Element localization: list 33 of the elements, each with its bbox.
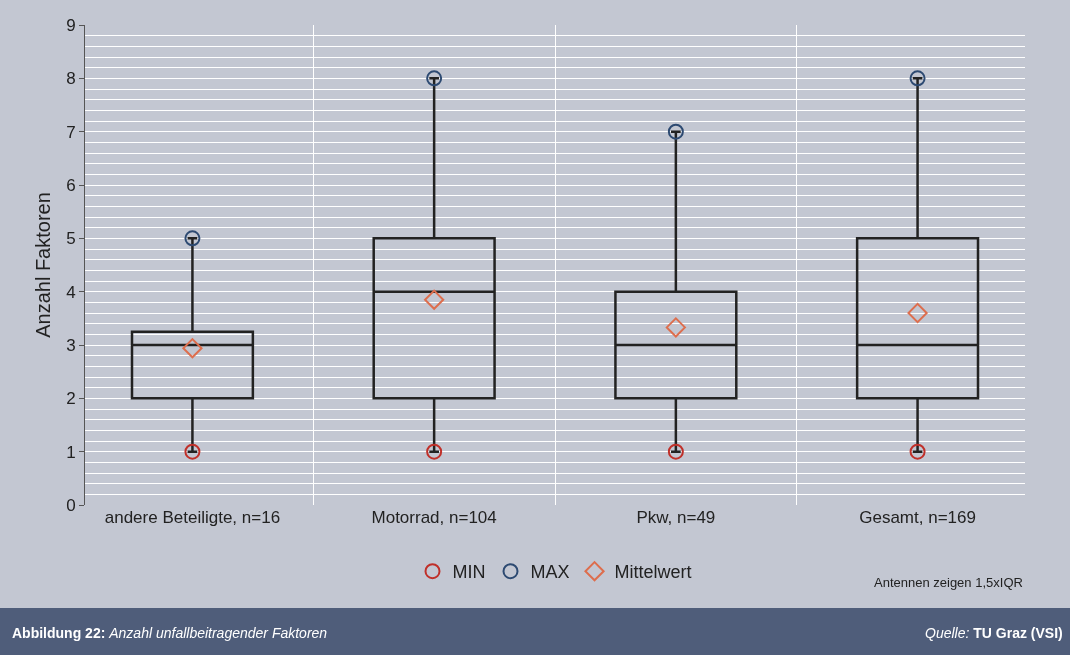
source-note: Quelle: TU Graz (VSI) <box>925 625 1063 641</box>
point <box>182 338 203 359</box>
y-tick-label: 0 <box>66 495 76 515</box>
y-tick-label: 5 <box>66 229 76 249</box>
point <box>424 289 445 310</box>
x-tick-label: Pkw, n=49 <box>636 508 716 527</box>
legend-label: MIN <box>452 562 486 583</box>
point <box>667 443 684 460</box>
x-tick-label: Gesamt, n=169 <box>859 508 976 527</box>
x-tick-label: andere Beteiligte, n=16 <box>104 508 281 527</box>
point <box>426 70 443 87</box>
x-tick-label: Motorrad, n=104 <box>371 508 497 527</box>
point <box>184 230 201 247</box>
y-tick-label: 2 <box>66 389 76 409</box>
y-tick-label: 4 <box>66 282 76 302</box>
y-axis-title: Anzahl Faktoren <box>31 192 54 338</box>
point <box>184 443 201 460</box>
legend-label: Mittelwert <box>614 562 692 583</box>
y-tick-label: 9 <box>66 15 76 35</box>
y-tick-label: 1 <box>66 442 76 462</box>
y-tick-label: 7 <box>66 122 76 142</box>
point <box>426 443 443 460</box>
point <box>909 443 926 460</box>
y-tick-label: 3 <box>66 335 76 355</box>
y-tick-label: 6 <box>66 175 76 195</box>
text: Antennen zeigen 1,5xIQR <box>874 575 1023 590</box>
point <box>909 70 926 87</box>
point <box>665 317 686 338</box>
legend-label: MAX <box>530 562 570 583</box>
point <box>667 123 684 140</box>
y-tick-label: 8 <box>66 69 76 89</box>
text: Abbildung 22: Anzahl unfallbeitragender Faktoren <box>12 625 328 641</box>
point <box>907 302 928 324</box>
